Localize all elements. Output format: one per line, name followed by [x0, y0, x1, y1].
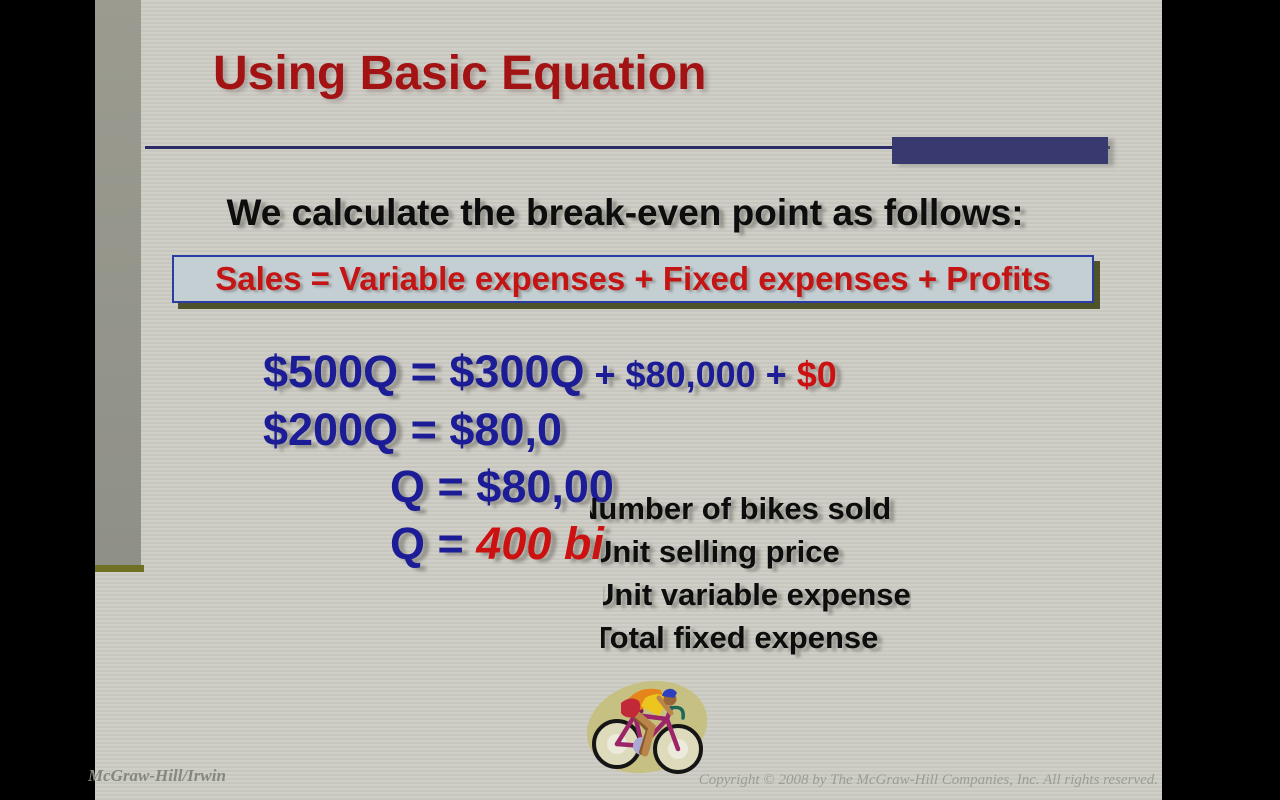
presentation-slide[interactable]: Using Basic Equation We calculate the br… — [95, 0, 1162, 800]
equation-line-1: $500Q = $300Q + $80,000 + $0 — [263, 346, 837, 398]
basic-equation-text: Sales = Variable expenses + Fixed expens… — [215, 260, 1051, 297]
slide-side-strip-end-line — [95, 565, 144, 572]
equation-line-4: Q = 400 bi — [390, 518, 604, 570]
equation-line-1-left: $500Q = $300Q — [263, 346, 585, 397]
equation-line-4-prefix: Q = — [390, 518, 477, 569]
equation-line-4-answer: 400 bi — [476, 518, 604, 569]
slide-title: Using Basic Equation — [213, 47, 707, 100]
bicycle-icon — [586, 680, 708, 774]
basic-equation-box: Sales = Variable expenses + Fixed expens… — [172, 255, 1094, 303]
equation-line-1-profit: $0 — [796, 354, 837, 395]
equation-term-labels: Number of bikes sold Unit selling price … — [590, 487, 911, 659]
publisher-label: McGraw-Hill/Irwin — [88, 766, 226, 785]
slide-subtitle: We calculate the break-even point as fol… — [226, 192, 1024, 233]
slide-side-strip — [95, 0, 141, 565]
label-total-fixed-expense: Total fixed expense — [601, 620, 879, 655]
equation-line-2: $200Q = $80,0 — [263, 404, 563, 455]
equation-line-1-middle: + $80,000 + — [584, 354, 797, 395]
header-accent-bar — [892, 137, 1108, 164]
equation-line-3: Q = $80,00 — [390, 461, 614, 512]
label-unit-selling-price: Unit selling price — [601, 534, 840, 569]
copyright-notice: Copyright © 2008 by The McGraw-Hill Comp… — [698, 772, 1158, 788]
header-divider-line — [145, 146, 1110, 149]
label-number-of-bikes: Number of bikes sold — [590, 491, 892, 526]
label-unit-variable-expense: Unit variable expense — [603, 577, 911, 612]
